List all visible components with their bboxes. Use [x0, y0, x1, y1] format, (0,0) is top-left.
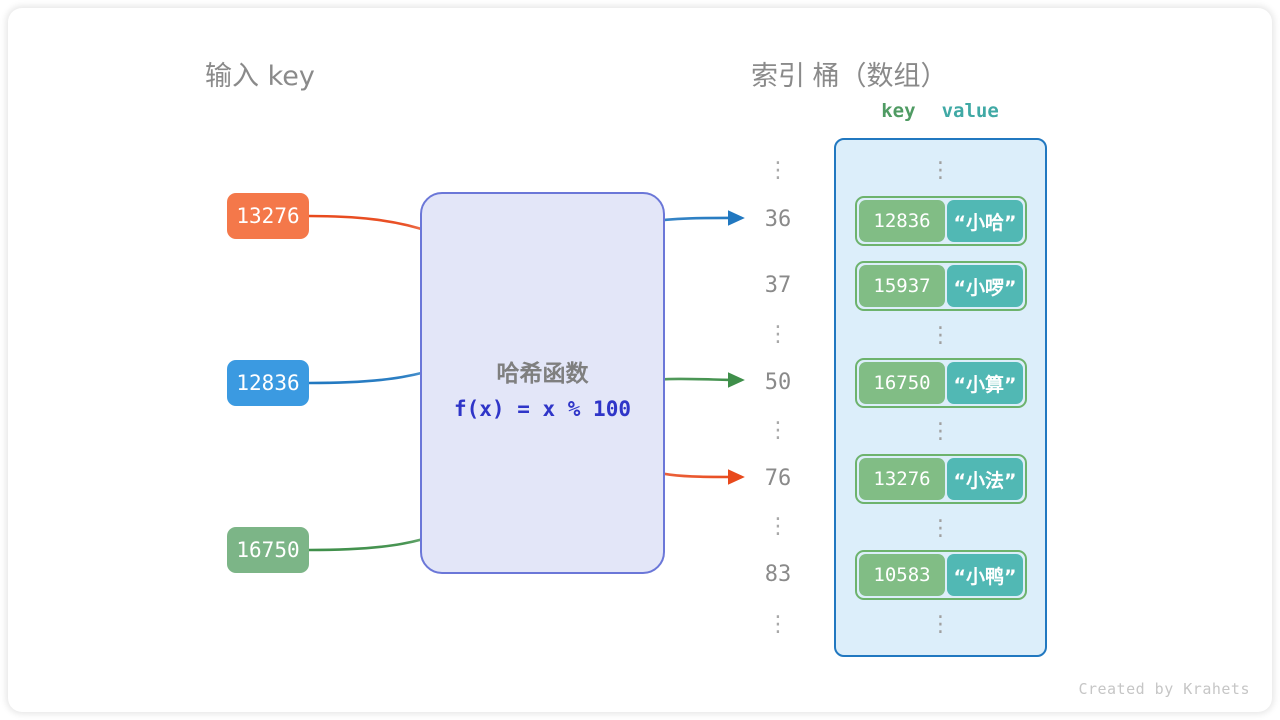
- input-key-chip[interactable]: 13276: [227, 193, 309, 239]
- column-heading-input: 输入 key: [205, 61, 315, 92]
- hash-function-title: 哈希函数: [496, 361, 589, 387]
- bucket-entry-value: “小法”: [947, 458, 1023, 500]
- bucket-entry-key: 13276: [859, 458, 945, 500]
- bucket-entry-key: 15937: [859, 265, 945, 307]
- index-label: 36: [764, 207, 792, 232]
- index-ellipsis: ⋮: [767, 322, 789, 347]
- hash-function-box: 哈希函数 f(x) = x % 100: [420, 192, 665, 574]
- input-key-chip[interactable]: 16750: [227, 527, 309, 573]
- bucket-array: ⋮ 12836 “小哈” 15937 “小啰” ⋮ 16750 “小算” ⋮ 1…: [834, 138, 1047, 657]
- bucket-entry-value: “小啰”: [947, 265, 1023, 307]
- attribution-footer: Created by Krahets: [1078, 680, 1250, 698]
- bucket-ellipsis: ⋮: [929, 516, 952, 541]
- index-ellipsis: ⋮: [767, 158, 789, 183]
- bucket-key-label: key: [881, 100, 916, 122]
- bucket-entry-value: “小算”: [947, 362, 1023, 404]
- index-ellipsis: ⋮: [767, 612, 789, 637]
- hash-function-formula: f(x) = x % 100: [453, 397, 631, 421]
- bucket-entry-key: 12836: [859, 200, 945, 242]
- index-ellipsis: ⋮: [767, 514, 789, 539]
- bucket-entry[interactable]: 13276 “小法”: [855, 454, 1027, 504]
- input-key-label: 13276: [236, 204, 300, 228]
- bucket-entry-value: “小哈”: [947, 200, 1023, 242]
- bucket-entry[interactable]: 16750 “小算”: [855, 358, 1027, 408]
- bucket-entry[interactable]: 15937 “小啰”: [855, 261, 1027, 311]
- index-label: 37: [764, 273, 792, 298]
- input-key-label: 12836: [236, 371, 300, 395]
- input-key-chip[interactable]: 12836: [227, 360, 309, 406]
- index-ellipsis: ⋮: [767, 418, 789, 443]
- bucket-value-label: value: [941, 100, 999, 122]
- column-heading-index: 索引: [751, 61, 805, 92]
- bucket-entry[interactable]: 10583 “小鸭”: [855, 550, 1027, 600]
- bucket-entry-key: 10583: [859, 554, 945, 596]
- bucket-entry[interactable]: 12836 “小哈”: [855, 196, 1027, 246]
- input-key-label: 16750: [236, 538, 300, 562]
- bucket-ellipsis: ⋮: [929, 612, 952, 637]
- index-label: 76: [764, 466, 792, 491]
- bucket-ellipsis: ⋮: [929, 158, 952, 183]
- bucket-subheading: key value: [881, 100, 999, 122]
- column-heading-bucket: 桶（数组）: [812, 61, 948, 92]
- bucket-ellipsis: ⋮: [929, 419, 952, 444]
- index-label: 83: [764, 562, 792, 587]
- bucket-entry-key: 16750: [859, 362, 945, 404]
- index-label: 50: [764, 370, 792, 395]
- bucket-entry-value: “小鸭”: [947, 554, 1023, 596]
- bucket-ellipsis: ⋮: [929, 323, 952, 348]
